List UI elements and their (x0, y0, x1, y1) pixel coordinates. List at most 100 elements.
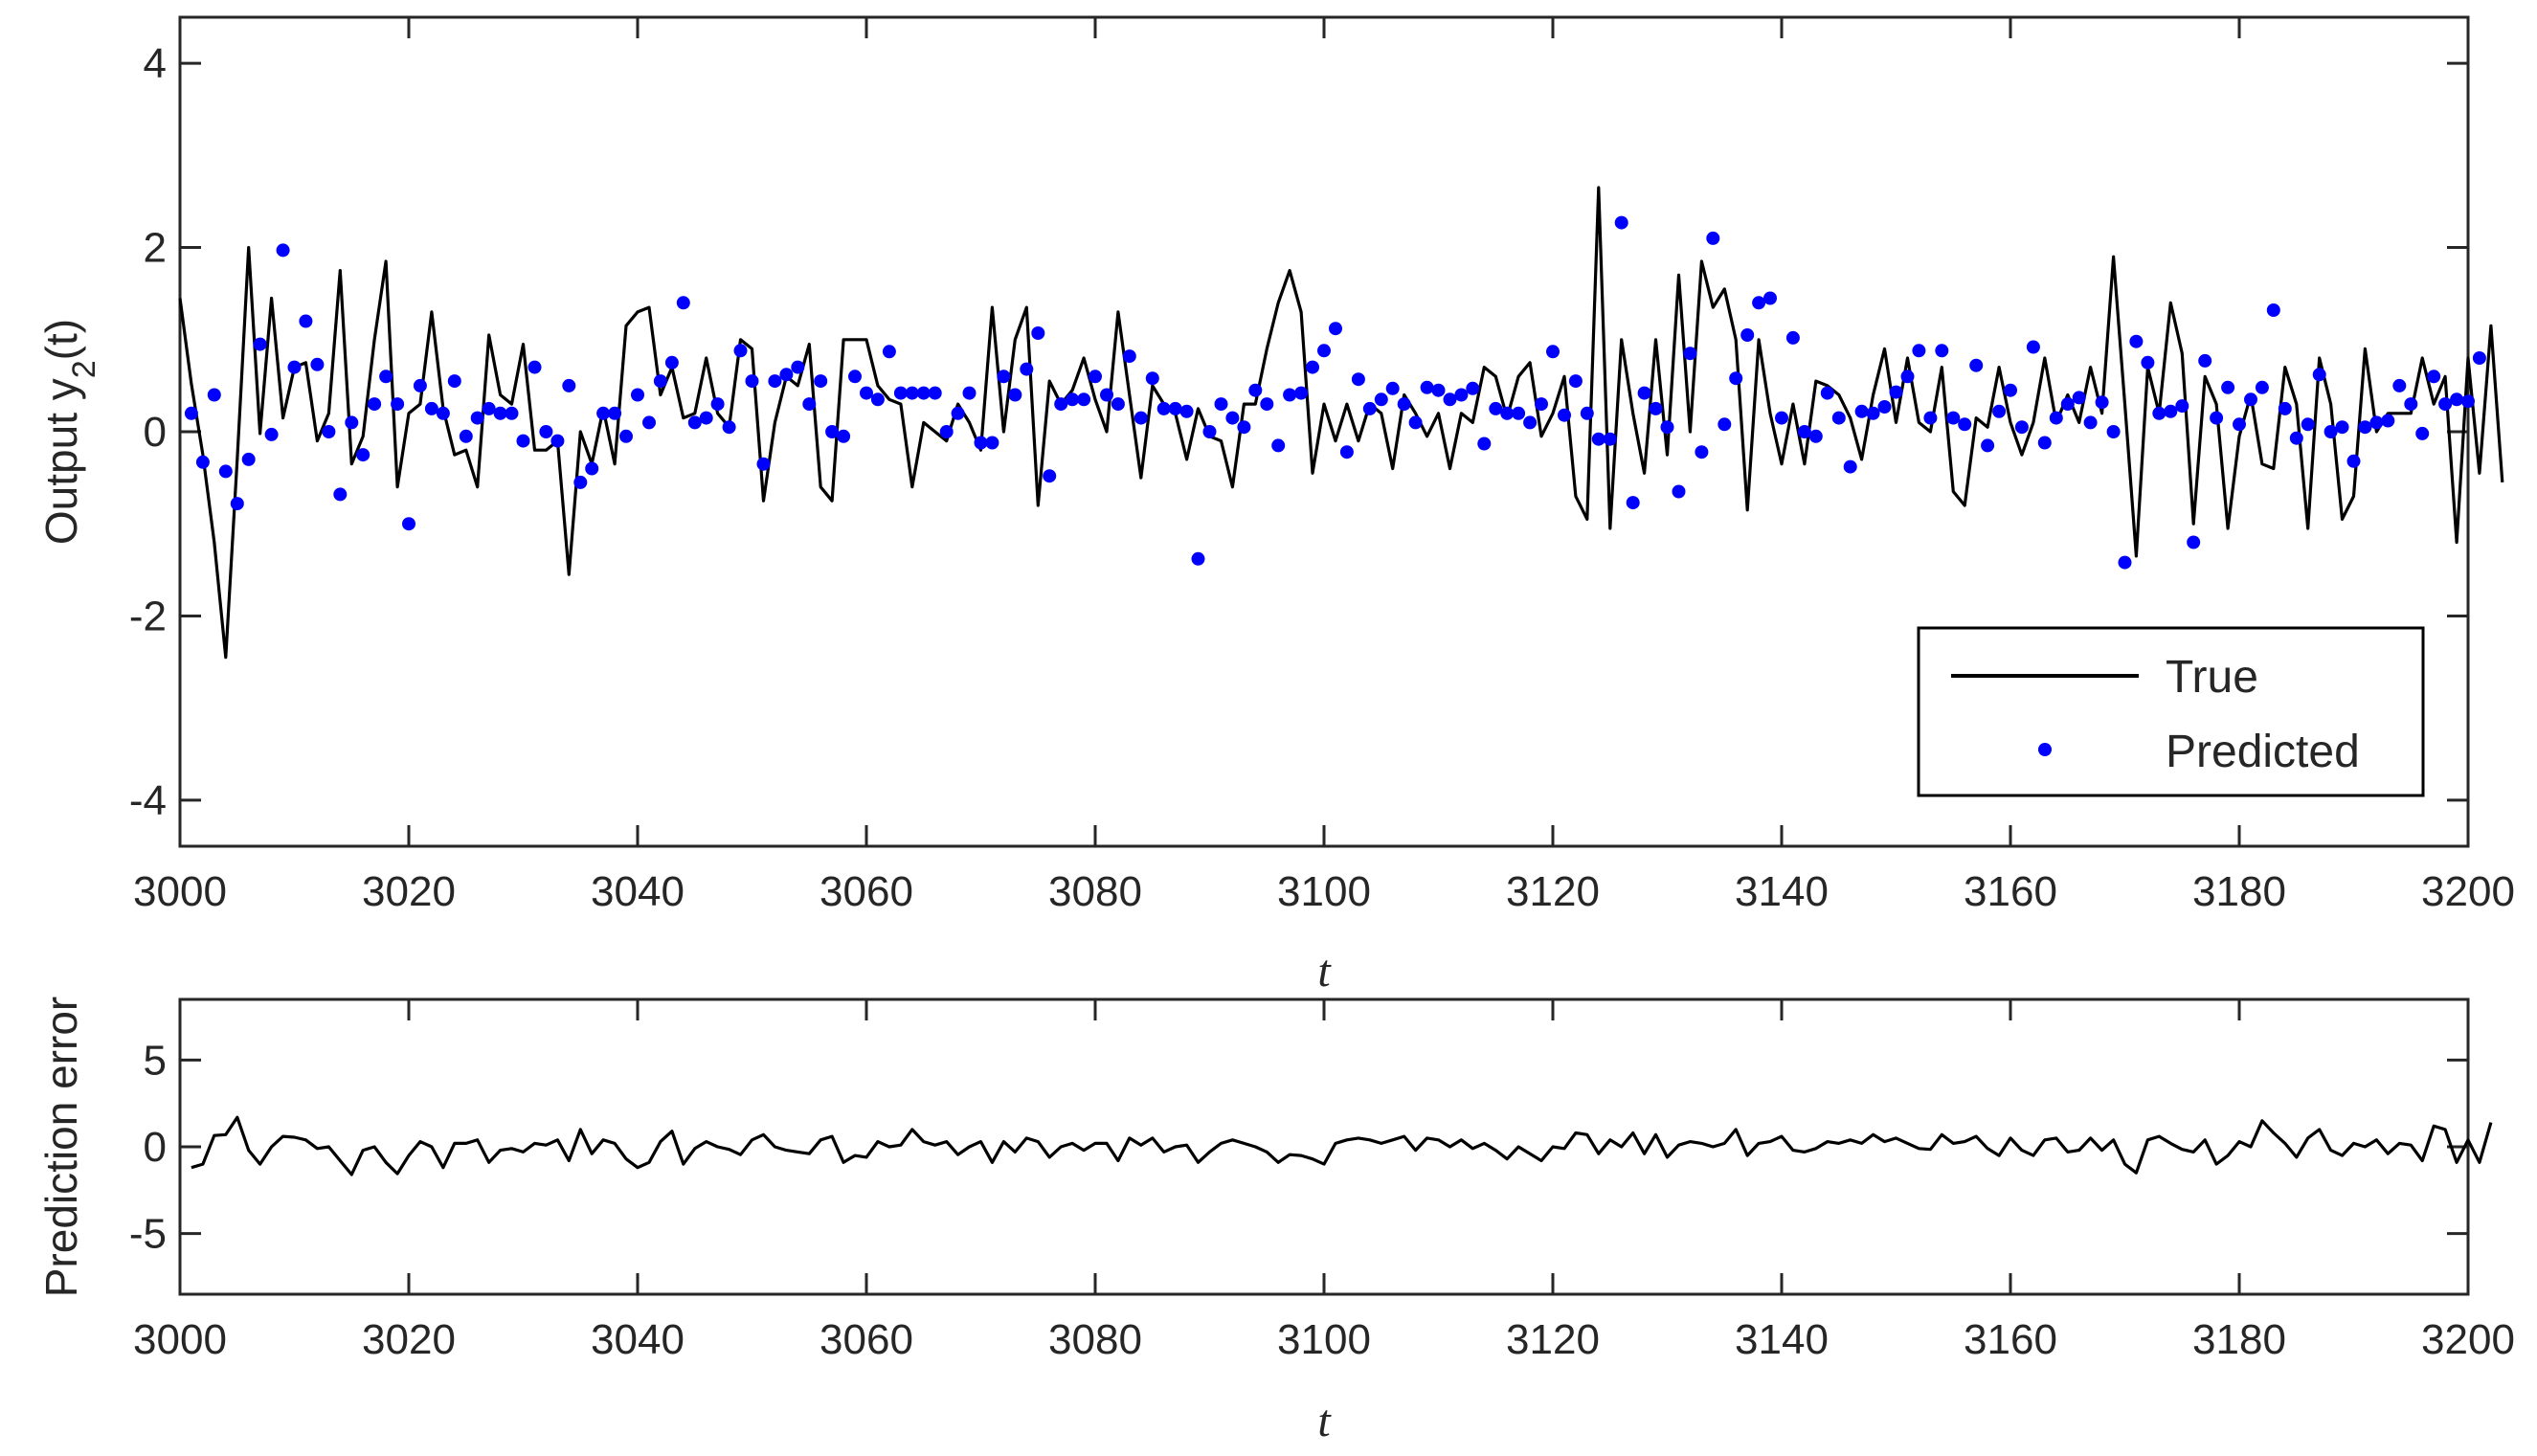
predicted-point (2026, 340, 2040, 354)
error-chart-y-axis-label: Prediction error (36, 997, 86, 1297)
y-tick-label: 5 (144, 1037, 167, 1084)
predicted-point (2083, 415, 2098, 430)
predicted-point (733, 344, 748, 358)
predicted-point (1820, 386, 1834, 400)
predicted-point (619, 429, 633, 443)
predicted-point (562, 378, 576, 392)
predicted-point (1294, 386, 1309, 400)
y-tick-label: -2 (129, 593, 167, 639)
predicted-point (436, 406, 450, 420)
predicted-point (2106, 425, 2121, 438)
predicted-point (368, 397, 382, 412)
predicted-point (939, 425, 954, 438)
x-tick-label: 3180 (2192, 1316, 2286, 1363)
predicted-point (2278, 401, 2292, 415)
predicted-point (814, 374, 828, 389)
predicted-point (951, 406, 965, 420)
predicted-point (1351, 372, 1365, 387)
error-chart-y-ticks: 5 0 -5 (129, 1037, 2468, 1258)
predicted-point (1843, 459, 1857, 474)
predicted-point (1512, 406, 1526, 420)
predicted-point (2060, 397, 2075, 412)
predicted-point (2255, 380, 2269, 394)
predicted-point (1362, 401, 1377, 415)
predicted-point (974, 436, 988, 450)
predicted-point (631, 388, 644, 402)
y-tick-label: 2 (144, 225, 167, 272)
output-chart: 4 2 0 -2 -4 3000 3020 3040 3060 3080 3100 3120 3140… (36, 15, 2515, 997)
predicted-point (1808, 429, 1823, 443)
predicted-point (1866, 406, 1880, 420)
predicted-point (1626, 496, 1640, 510)
predicted-point (2014, 420, 2029, 435)
predicted-point (1649, 401, 1663, 415)
predicted-point (2004, 383, 2017, 397)
predicted-point (2289, 431, 2303, 445)
predicted-point (2221, 380, 2235, 394)
predicted-point (276, 243, 290, 258)
predicted-point (1191, 551, 1205, 566)
predicted-point (1145, 371, 1159, 386)
x-tick-label: 3140 (1735, 1316, 1829, 1363)
predicted-point (1317, 344, 1331, 358)
predicted-point (1946, 411, 1961, 425)
x-tick-label: 3140 (1735, 868, 1829, 915)
predicted-point (1156, 401, 1171, 415)
predicted-point (516, 434, 530, 448)
predicted-point (1260, 397, 1274, 412)
legend-box (1917, 626, 2425, 797)
predicted-point (585, 461, 599, 476)
error-chart-x-ticks: 3000 3020 3040 3060 3080 3100 3120 3140 3160 3180… (133, 999, 2515, 1363)
predicted-point (1329, 322, 1342, 336)
predicted-point (2141, 355, 2155, 370)
predicted-point (1043, 469, 1057, 483)
predicted-point (1454, 388, 1469, 402)
predicted-point (539, 425, 553, 438)
x-tick-label: 3200 (2421, 868, 2515, 915)
predicted-point (1443, 392, 1457, 407)
predicted-point (1225, 411, 1240, 425)
predicted-point (2037, 436, 2052, 450)
predicted-point (459, 429, 473, 443)
predicted-point (253, 337, 267, 351)
error-chart-x-axis-label: t (1317, 1396, 1332, 1446)
predicted-point (1603, 432, 1617, 446)
predicted-point (985, 436, 999, 450)
predicted-point (2450, 392, 2464, 407)
output-chart-y-ticks: 4 2 0 -2 -4 (129, 40, 2468, 824)
predicted-point (528, 360, 542, 374)
predicted-point (1134, 411, 1148, 425)
output-chart-x-ticks: 3000 3020 3040 3060 3080 3100 3120 3140 3160 3180… (133, 17, 2515, 915)
predicted-point (470, 411, 484, 425)
predicted-point (2164, 404, 2178, 418)
x-tick-label: 3060 (819, 868, 913, 915)
error-series-line (191, 1115, 2493, 1176)
predicted-point (2244, 392, 2257, 407)
y-tick-label: 4 (144, 40, 167, 87)
predicted-point (1912, 344, 1926, 358)
predicted-point (2392, 378, 2407, 392)
predicted-point (1466, 381, 1480, 395)
predicted-point (2461, 394, 2475, 409)
predicted-point (1958, 417, 1972, 432)
predicted-point (2072, 391, 2086, 405)
true-series-line (178, 186, 2504, 660)
predicted-point (1763, 291, 1777, 305)
predicted-point (710, 397, 725, 412)
predicted-point (310, 357, 325, 371)
y-tick-label: -5 (129, 1211, 167, 1258)
predicted-point (1695, 445, 1709, 459)
predicted-point (2175, 399, 2189, 414)
predicted-point (1248, 383, 1263, 397)
predicted-point (241, 452, 256, 466)
predicted-point (905, 386, 919, 400)
predicted-point (1339, 445, 1354, 459)
predicted-point (1168, 401, 1182, 415)
predicted-point (1591, 432, 1605, 446)
predicted-point (1900, 370, 1915, 384)
output-chart-series (178, 186, 2504, 660)
predicted-point (1889, 385, 1903, 399)
predicted-point (962, 386, 977, 400)
predicted-point (2324, 425, 2338, 438)
predicted-point (756, 457, 771, 471)
